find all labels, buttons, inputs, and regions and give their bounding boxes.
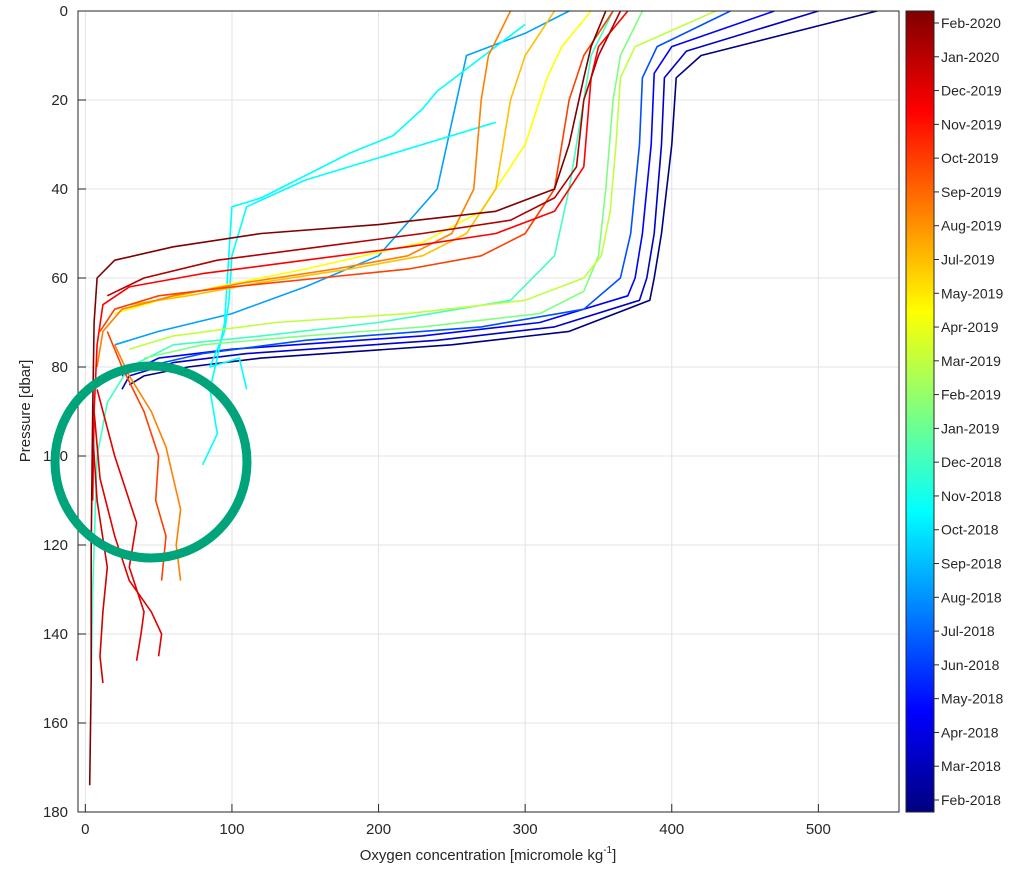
series-line	[93, 411, 163, 657]
colorbar-label: Aug-2018	[941, 589, 1002, 605]
colorbar-labels: Feb-2020 Jan-2020 Dec-2019 Nov-2019 Oct-2019…	[934, 15, 1003, 808]
series-line	[121, 11, 819, 390]
colorbar-label: Nov-2018	[941, 488, 1002, 504]
x-tick-label: 0	[81, 821, 89, 838]
series-line	[143, 11, 644, 359]
series-line	[143, 11, 731, 368]
x-axis-label: Oxygen concentration [micromole kg-1]	[360, 845, 617, 864]
series-line	[96, 389, 145, 661]
colorbar-label: May-2019	[941, 285, 1003, 301]
y-tick-label: 0	[60, 3, 68, 20]
y-tick-label: 80	[51, 359, 68, 376]
series-line	[106, 11, 622, 297]
series-line	[201, 23, 526, 466]
colorbar-label: Jan-2020	[941, 49, 1000, 65]
series-line	[99, 11, 614, 332]
colorbar-label: Apr-2019	[941, 319, 999, 335]
y-tick-label: 60	[51, 270, 68, 287]
highlight-circle	[50, 361, 252, 563]
colorbar-label: Jun-2018	[941, 657, 1000, 673]
colorbar-label: Sep-2018	[941, 556, 1002, 572]
y-tick-label: 40	[51, 181, 68, 198]
colorbar-label: Feb-2018	[941, 792, 1001, 808]
y-tick-label: 120	[43, 537, 68, 554]
x-axis-label-text: Oxygen concentration [micromole kg	[360, 847, 603, 864]
colorbar-label: Oct-2018	[941, 522, 999, 538]
colorbar-label: Jul-2019	[941, 251, 995, 267]
series-line	[91, 11, 629, 501]
x-tick-label: 400	[659, 821, 684, 838]
x-tick-label: 500	[806, 821, 831, 838]
colorbar-label: Feb-2020	[941, 15, 1001, 31]
colorbar-label: Mar-2019	[941, 353, 1001, 369]
x-axis-label-suffix: ]	[612, 847, 616, 864]
colorbar-label: Dec-2018	[941, 454, 1002, 470]
series-line	[209, 121, 497, 390]
colorbar-label: Sep-2019	[941, 184, 1002, 200]
y-tick-label: 20	[51, 92, 68, 109]
series-line	[96, 11, 512, 368]
series-line	[128, 11, 878, 386]
plot-area	[78, 11, 899, 812]
x-axis-label-superscript: -1	[603, 845, 612, 856]
series-line	[114, 11, 570, 346]
series-line	[88, 11, 607, 786]
colorbar-label: May-2018	[941, 691, 1003, 707]
series-group	[88, 11, 878, 786]
x-tick-label: 100	[219, 821, 244, 838]
series-line	[129, 11, 556, 306]
x-tick-label: 200	[366, 821, 391, 838]
y-axis-label: Pressure [dbar]	[17, 360, 34, 463]
colorbar-label: Jul-2018	[941, 623, 995, 639]
y-tick-label: 140	[43, 626, 68, 643]
colorbar-label: Nov-2019	[941, 116, 1002, 132]
colorbar-label: Dec-2019	[941, 83, 1002, 99]
series-line	[91, 433, 109, 684]
colorbar-label: Oct-2019	[941, 150, 999, 166]
colorbar-label: Mar-2018	[941, 758, 1001, 774]
x-tick-label: 300	[513, 821, 538, 838]
series-line	[113, 344, 182, 581]
series-line	[90, 11, 614, 679]
colorbar	[905, 10, 935, 813]
y-tick-label: 180	[43, 804, 68, 821]
colorbar-label: Jan-2019	[941, 420, 1000, 436]
y-tick-label: 160	[43, 715, 68, 732]
series-line	[129, 11, 717, 350]
colorbar-label: Feb-2019	[941, 387, 1001, 403]
colorbar-label: Aug-2019	[941, 218, 1002, 234]
colorbar-label: Apr-2018	[941, 724, 999, 740]
plot-frame	[77, 10, 900, 813]
